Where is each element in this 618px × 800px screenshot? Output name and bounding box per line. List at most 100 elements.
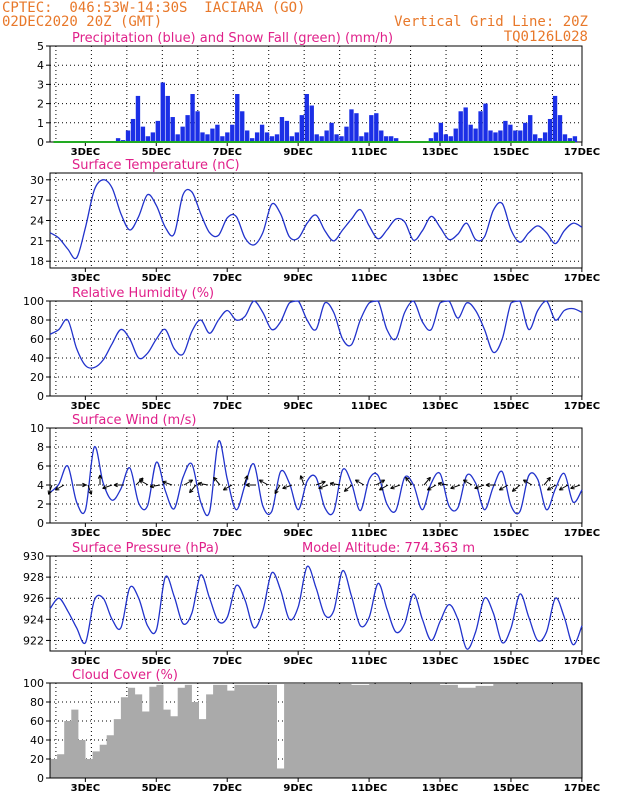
x-tick-label: 17DEC	[564, 656, 600, 667]
x-tick-label: 17DEC	[564, 401, 600, 412]
x-tick-label: 3DEC	[71, 528, 100, 539]
x-tick-label: 15DEC	[493, 783, 529, 794]
precip-bar	[393, 138, 399, 142]
panel-annotation: Model Altitude: 774.363 m	[302, 541, 475, 556]
precip-bar	[185, 115, 190, 142]
precip-bar	[284, 120, 290, 142]
precip-bar	[339, 136, 344, 142]
precip-bar	[483, 103, 488, 142]
y-tick-label: 924	[23, 613, 44, 626]
wind-arrow	[405, 476, 413, 486]
precip-bar	[210, 128, 215, 142]
x-tick-label: 7DEC	[212, 401, 241, 412]
precip-bar	[354, 113, 359, 142]
wind-arrow	[474, 484, 485, 490]
series-line	[49, 440, 583, 517]
wind-arrow	[570, 484, 581, 490]
wind-arrow	[149, 483, 161, 489]
wind-arrow	[138, 479, 149, 486]
precip-bar	[438, 122, 444, 142]
precip-bar	[319, 136, 324, 142]
x-tick-label: 5DEC	[142, 783, 171, 794]
precip-bar	[453, 128, 458, 142]
precip-bar	[518, 130, 523, 142]
wind-arrow	[498, 484, 509, 491]
x-tick-label: 9DEC	[283, 401, 312, 412]
y-tick-label: 3	[37, 78, 44, 91]
x-tick-label: 13DEC	[422, 783, 458, 794]
wind-arrow	[437, 481, 449, 487]
precip-bar	[304, 94, 309, 142]
precip-bar	[324, 130, 329, 142]
x-tick-label: 17DEC	[564, 783, 600, 794]
y-tick-label: 27	[30, 194, 44, 207]
y-tick-label: 60	[30, 715, 44, 728]
wind-arrow	[390, 484, 401, 490]
x-tick-label: 17DEC	[564, 528, 600, 539]
x-tick-label: 5DEC	[142, 147, 171, 158]
x-tick-label: 5DEC	[142, 528, 171, 539]
precip-bar	[384, 136, 389, 142]
wind-arrow	[87, 484, 93, 495]
precip-bar	[379, 130, 384, 142]
precip-bar	[160, 82, 165, 142]
wind-arrow	[245, 482, 256, 488]
series-line	[49, 179, 583, 260]
x-tick-label: 7DEC	[212, 273, 241, 284]
y-tick-label: 100	[23, 295, 44, 308]
panel-frame	[49, 555, 583, 652]
precip-bar	[523, 122, 528, 142]
x-tick-label: 3DEC	[71, 147, 100, 158]
precip-bar	[349, 109, 354, 142]
panel-frame	[49, 45, 583, 143]
precip-bar	[115, 138, 121, 142]
wind-arrow	[243, 475, 249, 486]
precip-bar	[542, 132, 548, 142]
wind-arrow	[522, 479, 533, 486]
x-tick-label: 7DEC	[212, 147, 241, 158]
precip-bar	[488, 130, 493, 142]
wind-arrow	[162, 480, 173, 486]
wind-arrow	[299, 475, 305, 486]
wind-arrow	[183, 479, 194, 486]
y-tick-label: 24	[30, 215, 44, 228]
precip-bar	[274, 134, 280, 142]
y-tick-label: 4	[37, 59, 44, 72]
precip-bar	[557, 115, 563, 142]
wind-arrow	[543, 476, 551, 486]
x-tick-label: 15DEC	[493, 273, 529, 284]
panel-3: 0 20 40 60 80 100 3DEC 5DEC 7DEC 9DEC 11DEC 13DEC 15…	[23, 286, 600, 412]
x-tick-label: 15DEC	[493, 528, 529, 539]
precip-bar	[299, 115, 304, 142]
panel-2: 18 21 24 27 30 3DEC 5DEC 7DEC 9DEC 11DEC 13DEC 15DE…	[30, 158, 600, 284]
y-tick-label: 928	[23, 571, 44, 584]
wind-arrow	[318, 484, 329, 490]
y-tick-label: 60	[30, 333, 44, 346]
wind-arrow	[426, 484, 437, 491]
precip-bar	[478, 111, 483, 142]
precip-bar	[359, 136, 364, 142]
y-tick-label: 6	[37, 460, 44, 473]
header-run-code: TQ0126L028	[503, 29, 588, 45]
precip-bar	[428, 138, 434, 142]
panel-title: Surface Wind (m/s)	[72, 413, 196, 428]
wind-arrow	[97, 474, 103, 485]
x-tick-label: 11DEC	[351, 401, 387, 412]
y-tick-label: 30	[30, 174, 44, 187]
x-tick-label: 13DEC	[422, 273, 458, 284]
y-tick-label: 930	[23, 550, 44, 563]
precip-bar	[259, 124, 265, 142]
panel-title: Surface Temperature (nC)	[72, 158, 240, 173]
precip-bar	[279, 117, 285, 142]
precip-bar	[547, 118, 553, 142]
wind-arrow	[189, 484, 197, 494]
precip-bar	[125, 130, 131, 142]
x-tick-label: 5DEC	[142, 656, 171, 667]
wind-arrow	[102, 484, 113, 490]
wind-arrow	[76, 482, 87, 488]
precip-bar	[329, 122, 334, 142]
x-tick-label: 11DEC	[351, 147, 387, 158]
precip-bar	[528, 115, 533, 142]
precip-bar	[374, 113, 379, 142]
